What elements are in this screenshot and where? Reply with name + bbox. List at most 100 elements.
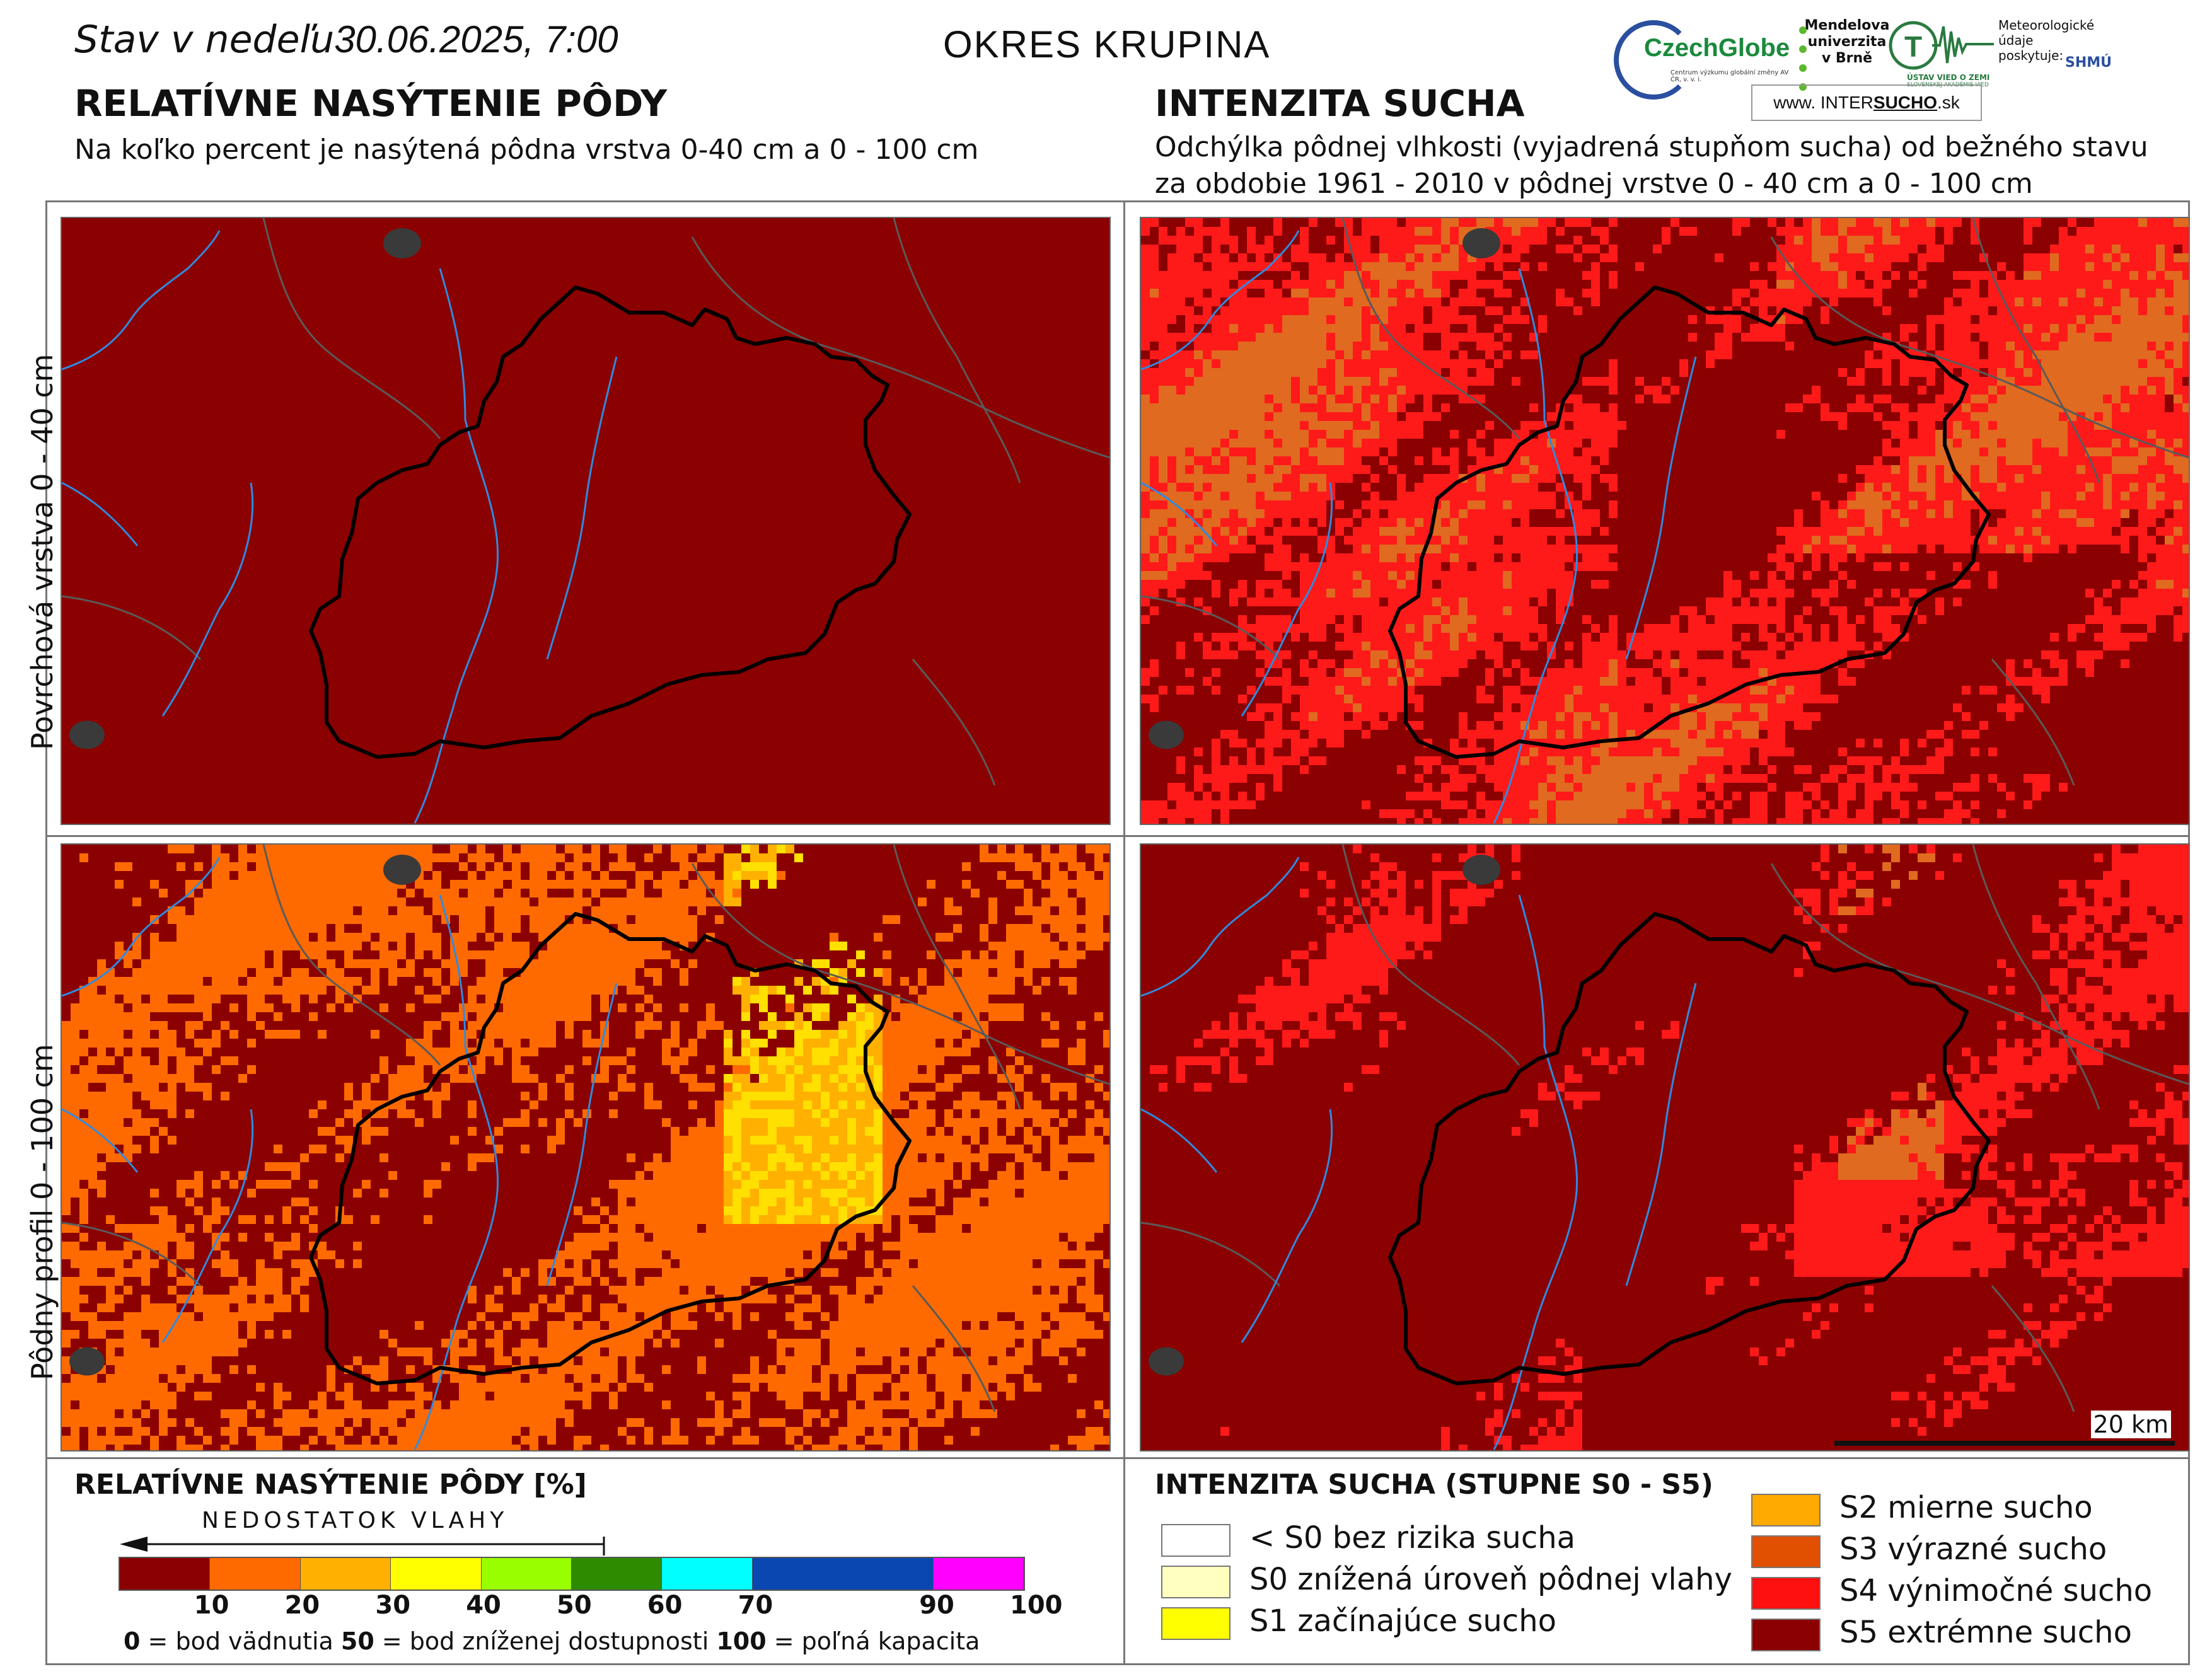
intersucho-suffix: .sk <box>1937 93 1960 112</box>
saturation-tick-6: 70 <box>738 1591 773 1620</box>
map-br-river-0 <box>1140 857 1300 997</box>
map-bl-cells-0 <box>62 845 1112 1453</box>
map-tr-river-4 <box>1140 482 1218 546</box>
map-bl-river-4 <box>61 1108 139 1173</box>
map-drought-profile[interactable] <box>1140 843 2191 1453</box>
drought-swatch-2 <box>1161 1607 1230 1640</box>
note-text-1: = bod zníženej dostupnosti <box>374 1627 717 1655</box>
map-tr-town-1 <box>1149 720 1184 749</box>
date-label: Stav v nedeľu30.06.2025, 7:00 <box>74 18 618 62</box>
map-saturation-topsoil[interactable] <box>61 217 1111 825</box>
note-value-1: 50 <box>340 1627 374 1655</box>
saturation-legend-note: 0 = bod vädnutia 50 = bod zníženej dostu… <box>124 1627 980 1655</box>
map-bl-town-0 <box>383 855 421 885</box>
map-br-river-3 <box>1625 983 1697 1286</box>
map-bl-town-1 <box>69 1347 105 1376</box>
map-tl-town-1 <box>69 720 105 749</box>
saturation-tick-7: 90 <box>919 1591 954 1620</box>
saturation-bin-6 <box>662 1558 753 1590</box>
map-tr-boundary-0 <box>1341 217 1520 439</box>
map-tl-river-0 <box>61 230 221 371</box>
right-subtitle-line1: Odchýlka pôdnej vlhkosti (vyjadrená stup… <box>1155 131 2148 163</box>
map-bl-river-2 <box>161 1109 253 1343</box>
ustav-logo: T ÚSTAV VIED O ZEMI SLOVENSKEJ AKADÉMIE … <box>1888 19 1995 88</box>
map-br-boundary-1 <box>1770 863 2189 1085</box>
map-bl-river-3 <box>546 983 618 1286</box>
date-value: 30.06.2025, 7:00 <box>334 18 618 61</box>
drought-swatch-4 <box>1751 1535 1821 1568</box>
mendel-line3: v Brně <box>1821 50 1873 66</box>
met-provider: Meteorologické údaje poskytuje: SHMÚ <box>1998 18 2124 71</box>
map-tl-river-4 <box>61 482 139 546</box>
saturation-tick-5: 60 <box>647 1591 683 1620</box>
map-tl-boundary-2 <box>893 217 1021 483</box>
map-tr-cells-0 <box>1141 218 2191 827</box>
map-bl-boundary-3 <box>61 1221 202 1287</box>
saturation-bin-4 <box>481 1558 572 1590</box>
map-tr-raster <box>1140 217 2191 827</box>
shmu-logo: SHMÚ <box>2065 55 2112 71</box>
left-panel-title: RELATÍVNE NASÝTENIE PÔDY <box>74 82 668 125</box>
row-divider <box>45 835 2190 837</box>
saturation-bin-5 <box>571 1558 663 1590</box>
map-saturation-profile[interactable] <box>61 843 1112 1453</box>
partner-logos: CzechGlobe Centrum výzkumu globální změn… <box>1607 11 2131 121</box>
saturation-legend-title: RELATÍVNE NASÝTENIE PÔDY [%] <box>74 1469 587 1501</box>
czechglobe-sub: Centrum výzkumu globální změny AV ČR, v.… <box>1671 69 1789 83</box>
drought-swatch-0 <box>1161 1524 1230 1557</box>
map-tr-river-2 <box>1241 482 1333 717</box>
note-value-0: 0 <box>124 1627 141 1655</box>
czechglobe-arc-icon <box>1614 20 1693 100</box>
map-tr-boundary-3 <box>1140 595 1281 661</box>
note-text-2: = poľná kapacita <box>766 1627 980 1655</box>
drought-label-3: S2 mierne sucho <box>1839 1490 2093 1525</box>
map-tl-boundary-0 <box>262 217 441 439</box>
map-bl-cells-1 <box>724 845 883 1224</box>
right-panel-subtitle: Odchýlka pôdnej vlhkosti (vyjadrená stup… <box>1155 129 2148 202</box>
left-panel-subtitle: Na koľko percent je nasýtená pôdna vrstv… <box>74 134 979 166</box>
map-tl-boundary-1 <box>691 236 1110 459</box>
intersucho-link[interactable]: www. INTERSUCHO.sk <box>1751 84 1982 121</box>
map-bl-boundary-1 <box>691 863 1110 1085</box>
mendel-line1: Mendelova <box>1804 18 1890 33</box>
map-tl-boundary-3 <box>61 595 202 661</box>
region-title: OKRES KRUPINA <box>943 23 1271 66</box>
saturation-bin-2 <box>300 1558 391 1590</box>
map-tl-river-3 <box>546 356 618 660</box>
mendel-dots-icon <box>1799 26 1807 91</box>
drought-label-0: < S0 bez rizika sucha <box>1249 1520 1576 1556</box>
saturation-tick-0: 10 <box>194 1591 229 1620</box>
map-tl-raster <box>61 217 1110 824</box>
saturation-color-bar <box>119 1557 1025 1591</box>
map-br-district-border <box>1388 912 1991 1385</box>
met-line1: Meteorologické <box>1998 18 2095 33</box>
row-label-bottom: Pôdny profil 0 - 100 cm <box>25 1044 59 1380</box>
map-br-cells-1 <box>1838 845 1944 1180</box>
drought-label-6: S5 extrémne sucho <box>1839 1615 2132 1650</box>
note-text-0: = bod vädnutia <box>140 1627 341 1655</box>
drought-label-4: S3 výrazné sucho <box>1839 1532 2107 1567</box>
note-value-2: 100 <box>716 1627 767 1655</box>
drought-label-1: S0 znížená úroveň pôdnej vlahy <box>1249 1562 1732 1597</box>
map-br-boundary-3 <box>1140 1221 1281 1287</box>
intersucho-inter: INTER <box>1820 93 1873 112</box>
saturation-bin-1 <box>210 1558 301 1590</box>
map-tr-river-1 <box>1493 268 1578 824</box>
intersucho-sucho: SUCHO <box>1873 93 1938 112</box>
map-bl-raster <box>61 844 1112 1453</box>
map-tr-boundary-1 <box>1770 236 2189 459</box>
scale-bar-line <box>1834 1441 2175 1446</box>
map-tr-boundary-2 <box>1972 217 2100 483</box>
drought-swatch-1 <box>1161 1566 1230 1598</box>
saturation-bin-3 <box>391 1558 482 1590</box>
legend-divider <box>45 1457 2190 1459</box>
map-tl-town-0 <box>383 228 421 258</box>
map-drought-topsoil[interactable] <box>1140 217 2191 827</box>
map-tl-boundary-4 <box>912 659 996 786</box>
drought-swatch-6 <box>1751 1619 1821 1651</box>
saturation-bin-8 <box>933 1558 1024 1590</box>
saturation-tick-8: 100 <box>1010 1591 1063 1620</box>
map-br-raster <box>1140 844 2191 1453</box>
map-br-boundary-2 <box>1972 844 2100 1110</box>
map-bl-cells-2 <box>724 845 883 1224</box>
